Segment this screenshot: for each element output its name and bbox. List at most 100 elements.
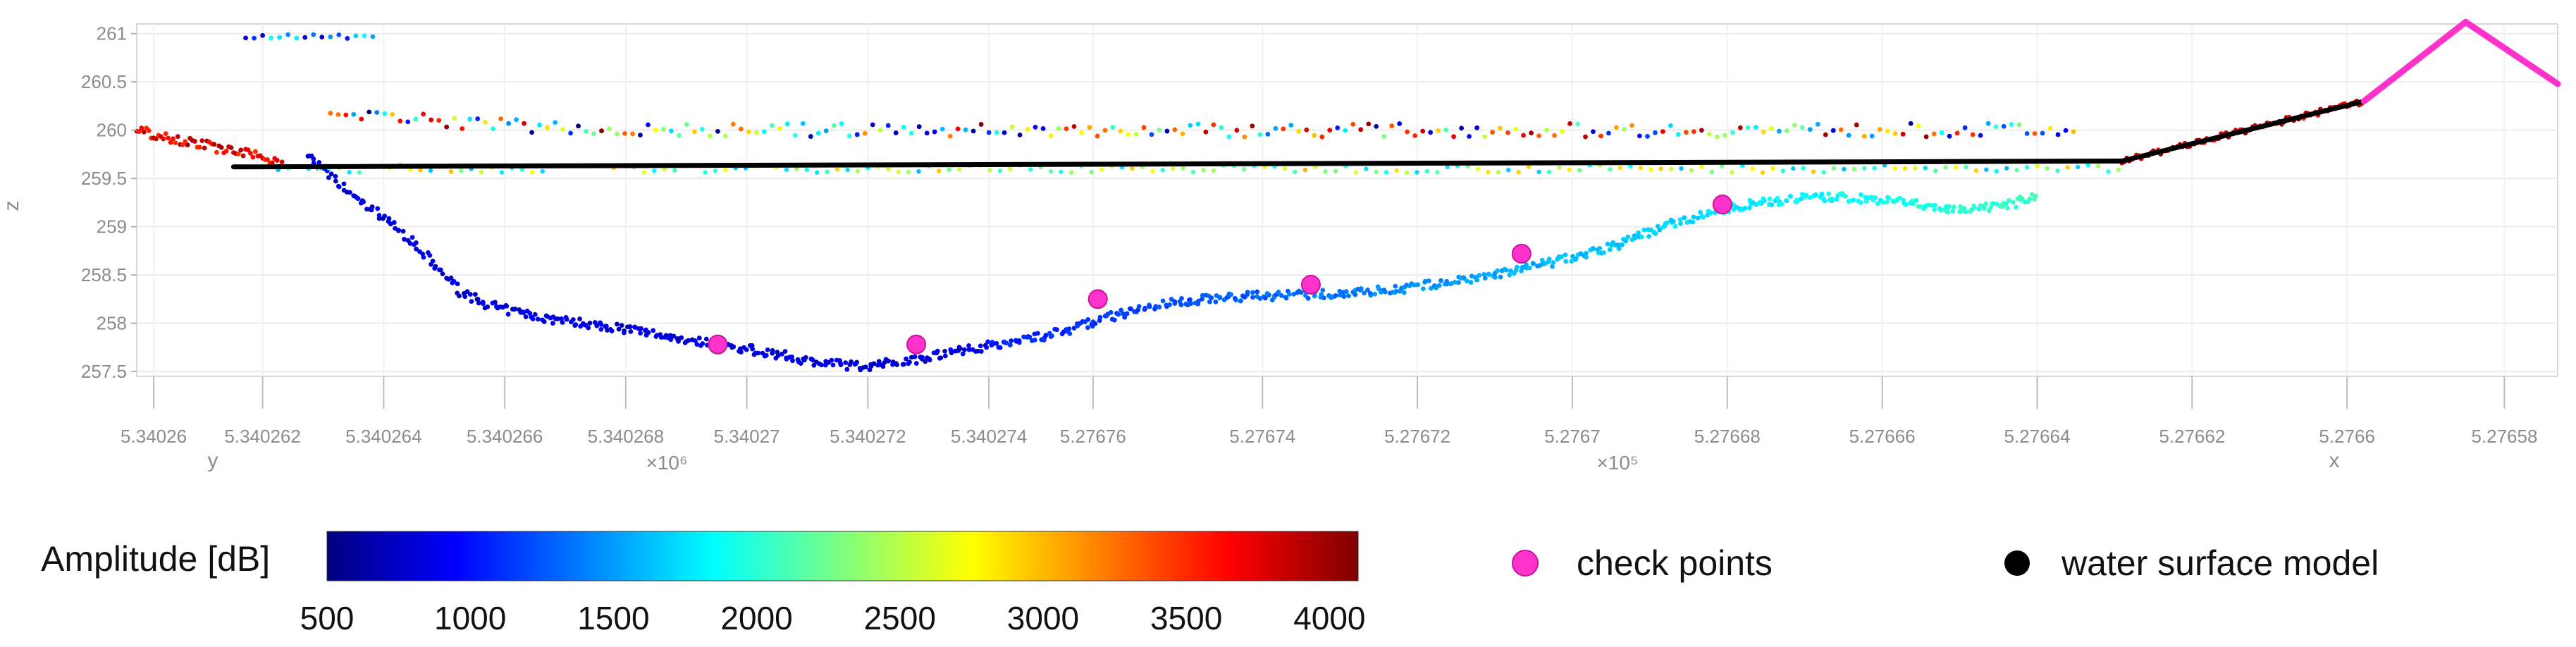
bottom-point [1761,198,1767,204]
near-surface-point [784,167,789,173]
bottom-point [1276,289,1281,295]
bottom-point [830,362,836,368]
bottom-point [326,175,331,180]
bottom-point [1365,287,1370,292]
surface-noise-point [1653,130,1658,135]
bottom-point [1188,301,1194,307]
bank-point [183,139,188,144]
bottom-point [2005,205,2010,211]
bottom-point [2010,199,2016,205]
bottom-point [907,359,912,365]
surface-noise-point [560,127,565,132]
bottom-point [880,364,886,369]
near-surface-point [855,168,861,174]
x-axis-label: x [2329,449,2340,472]
bottom-point [639,326,643,331]
horizontal-tick-label: 5.27662 [2159,426,2225,447]
bottom-point [333,173,338,179]
bottom-point [1503,267,1509,273]
near-surface-point [1567,167,1572,173]
surface-noise-point [1482,134,1488,140]
near-surface-point [1791,166,1796,171]
surface-noise-point [1420,128,1426,134]
colorbar-tick-label: 1500 [577,600,649,636]
surface-noise-point [924,130,930,136]
bottom-point [1071,326,1077,331]
surface-noise-point [669,128,674,134]
water-surface-segment [2119,99,2367,164]
near-surface-point [2004,166,2009,171]
bottom-point [844,366,850,372]
bottom-point [1551,259,1556,265]
bottom-point [1097,318,1102,324]
bottom-point [867,367,873,373]
bottom-point [1444,278,1450,284]
surface-noise-point [916,124,922,130]
bottom-point [535,316,541,322]
surface-noise-point [1668,123,1673,128]
near-surface-point [1486,170,1491,175]
near-surface-point [1913,166,1918,171]
surface-noise-point [939,126,945,132]
surface-noise-point [1947,133,1952,139]
surface-noise-point [607,126,612,132]
surface-noise-point [1002,130,1007,135]
bank-point [228,145,234,150]
surface-noise-point [584,128,588,134]
surface-noise-point [692,129,697,135]
outlier-point [269,35,274,41]
near-surface-point [1780,168,1785,173]
bottom-point [2013,204,2019,210]
bank-point [161,136,166,142]
bottom-point [1456,280,1461,285]
surface-noise-point [932,129,937,135]
surface-noise-point [374,110,380,115]
bottom-point [1508,269,1513,273]
bank-point [166,135,171,141]
surface-noise-point [1513,126,1518,132]
bottom-point [577,316,582,321]
bottom-point [1452,279,1458,285]
bottom-point [311,156,316,161]
bottom-point [1546,259,1551,264]
surface-noise-point [1846,133,1851,138]
bottom-point [1169,297,1174,302]
near-surface-point [1364,166,1369,171]
bottom-point [1085,325,1090,331]
bottom-point [1672,223,1678,229]
check-point [708,334,728,355]
bottom-point [703,336,709,342]
bottom-point [530,316,536,321]
surface-noise-point [1211,122,1216,128]
surface-noise-point [615,131,620,137]
bottom-point [1367,290,1373,296]
bottom-point [1691,214,1696,220]
surface-noise-point [1706,131,1712,137]
near-surface-point [1415,170,1419,175]
near-surface-point [1293,169,1298,174]
surface-noise-point [1428,130,1434,135]
bottom-point [1822,198,1828,204]
near-surface-point [1435,169,1440,175]
legend: Amplitude [dB] 500 1000 1500 2000 2500 3000 35… [41,531,2379,636]
bottom-point [894,362,899,367]
near-surface-point [703,170,708,175]
bottom-point [1092,321,1098,326]
near-surface-point [1872,166,1877,171]
bottom-point [1767,196,1773,202]
bottom-point [1903,202,1909,207]
surface-noise-point [2024,131,2030,136]
surface-noise-point [444,124,450,130]
surface-noise-point [1521,133,1526,138]
near-surface-point [1689,168,1694,173]
bank-point [235,151,241,156]
surface-noise-point [1784,128,1789,133]
bottom-point [1799,196,1804,202]
water-surface-segment [2462,18,2561,87]
bottom-point [765,347,770,352]
surface-noise-point [398,118,403,124]
bottom-point [1804,192,1808,198]
surface-noise-point [1505,130,1510,135]
bottom-point [421,254,426,260]
near-surface-point [1953,165,1959,170]
